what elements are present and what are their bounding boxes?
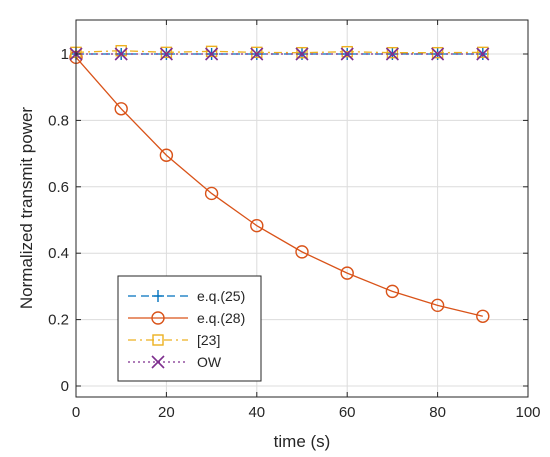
- legend-marker: [151, 355, 165, 369]
- y-tick-label: 0.2: [48, 312, 69, 329]
- axis-ticks: 0 20 40 60 80 100 0 0.2 0.4 0.6 0.8 1: [48, 20, 541, 421]
- data-point: [477, 46, 489, 59]
- x-tick-label: 20: [158, 404, 175, 421]
- y-tick-label: 0.4: [48, 245, 69, 262]
- data-point: [476, 309, 490, 323]
- x-axis-label: time (s): [274, 432, 331, 451]
- legend-entry: OW: [128, 354, 222, 370]
- legend-label: e.q.(25): [197, 288, 245, 304]
- data-point: [340, 47, 354, 61]
- series-3: [70, 44, 489, 59]
- x-tick-label: 60: [339, 404, 356, 421]
- y-tick-label: 0: [61, 378, 69, 395]
- x-tick-label: 80: [429, 404, 446, 421]
- data-point: [385, 284, 400, 299]
- data-point: [115, 44, 127, 57]
- legend-marker: [152, 290, 164, 302]
- data-point: [385, 47, 399, 61]
- data-point: [250, 47, 264, 61]
- series-line: [75, 50, 483, 54]
- y-axis-label: Normalized transmit power: [17, 107, 36, 310]
- data-point: [160, 46, 173, 59]
- x-tick-label: 0: [72, 404, 80, 421]
- x-tick-label: 100: [515, 404, 540, 421]
- data-point: [295, 47, 309, 61]
- data-point: [205, 45, 218, 58]
- legend-label: [23]: [197, 332, 220, 348]
- legend-marker: [152, 334, 164, 346]
- legend-marker: [151, 311, 165, 325]
- data-point: [296, 46, 308, 59]
- legend-label: e.q.(28): [197, 310, 245, 326]
- x-tick-label: 40: [248, 404, 265, 421]
- data-point: [430, 298, 445, 313]
- data-point: [204, 186, 219, 201]
- data-point: [431, 46, 444, 59]
- data-point: [340, 266, 354, 280]
- data-point: [114, 47, 128, 61]
- y-tick-label: 0.8: [48, 112, 69, 129]
- data-point: [476, 47, 490, 61]
- data-point: [205, 47, 219, 61]
- legend-label: OW: [197, 354, 222, 370]
- data-point: [431, 47, 445, 61]
- series-layer: [69, 44, 490, 323]
- series-line: [75, 56, 483, 317]
- data-point: [251, 46, 263, 59]
- data-point: [341, 45, 353, 58]
- data-point: [159, 148, 174, 162]
- legend-entry: [23]: [128, 332, 220, 348]
- y-tick-label: 1: [61, 46, 69, 63]
- data-point: [295, 245, 309, 259]
- data-point: [250, 218, 264, 233]
- legend-entry: e.q.(28): [128, 310, 245, 326]
- legend-box: [117, 275, 262, 382]
- data-point: [159, 47, 173, 61]
- data-point: [114, 102, 128, 116]
- y-tick-label: 0.6: [48, 179, 69, 196]
- legend: e.q.(25) e.q.(28) [23] OW: [117, 275, 262, 382]
- plot-frame: [75, 19, 529, 398]
- legend-entry: e.q.(25): [128, 288, 245, 304]
- series-4: [69, 47, 490, 61]
- data-point: [386, 46, 399, 59]
